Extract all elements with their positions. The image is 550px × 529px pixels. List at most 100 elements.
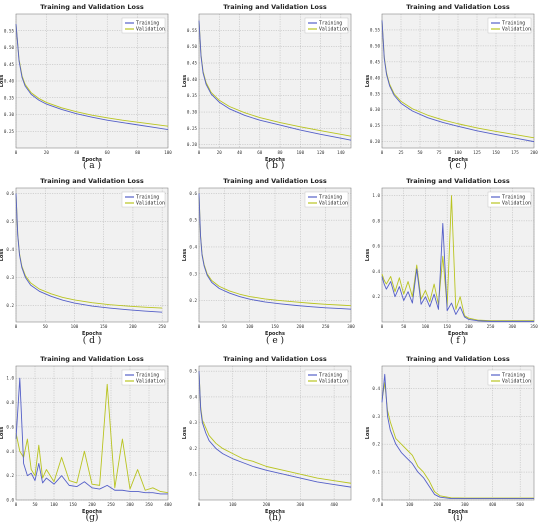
y-tick-label: 0.40 [370, 75, 381, 80]
legend-entry: Training [136, 195, 159, 201]
y-tick-label: 0.2 [189, 446, 197, 451]
y-tick-label: 0.25 [4, 129, 15, 134]
legend-entry: Training [136, 373, 159, 379]
y-tick-label: 0.30 [4, 112, 15, 117]
x-tick-label: 100 [297, 150, 305, 155]
x-tick-label: 175 [511, 150, 519, 155]
x-tick-label: 0 [198, 324, 201, 329]
x-tick-label: 0 [15, 324, 18, 329]
legend-entry: Training [319, 373, 342, 379]
x-tick-label: 50 [417, 150, 423, 155]
y-axis-label: Loss [0, 75, 5, 88]
y-tick-label: 0.5 [6, 219, 14, 224]
x-tick-label: 50 [32, 502, 38, 507]
legend-entry: Validation [136, 379, 165, 385]
chart-title: Training and Validation Loss [40, 3, 144, 11]
x-axis-label: Epochs [448, 509, 468, 515]
x-tick-label: 500 [516, 502, 524, 507]
y-tick-label: 0.4 [6, 247, 14, 252]
series-line-validation [381, 382, 534, 499]
y-tick-label: 0.5 [189, 369, 197, 374]
x-tick-label: 200 [129, 324, 137, 329]
panel-caption: (g) [86, 512, 99, 523]
y-tick-label: 0.40 [187, 77, 198, 82]
x-tick-label: 200 [263, 502, 271, 507]
y-tick-label: 0.6 [189, 191, 197, 196]
series-line-training [15, 193, 163, 313]
y-tick-label: 0.3 [189, 420, 197, 425]
x-tick-label: 150 [443, 324, 451, 329]
chart-panel-c: Training and Validation Loss 0 25 50 75 100 12… [365, 3, 538, 171]
y-tick-label: 0.0 [372, 498, 380, 503]
legend-entry: Validation [319, 201, 348, 207]
series-line-training [381, 222, 534, 322]
chart-title: Training and Validation Loss [223, 177, 327, 185]
y-tick-label: 0.6 [6, 191, 14, 196]
y-tick-label: 1.0 [372, 193, 380, 198]
chart-panel-e: Training and Validation Loss 0 50 100 150 200… [182, 177, 355, 346]
x-tick-label: 100 [50, 502, 58, 507]
legend-entry: Validation [319, 379, 348, 385]
x-axis-label: Epochs [448, 331, 468, 337]
plot-area [198, 13, 352, 149]
y-tick-label: 0.4 [372, 386, 380, 391]
x-tick-label: 250 [487, 324, 495, 329]
y-tick-label: 0.50 [370, 43, 381, 48]
y-tick-label: 0.4 [6, 449, 14, 454]
series-line-training [198, 20, 352, 141]
x-tick-label: 150 [69, 502, 77, 507]
y-tick-label: 0.6 [6, 424, 14, 429]
y-tick-label: 0.1 [189, 472, 197, 477]
series-line-validation [381, 195, 534, 322]
series-line-training [15, 377, 168, 495]
x-tick-label: 150 [100, 324, 108, 329]
x-tick-label: 350 [530, 324, 538, 329]
y-tick-label: 0.3 [189, 271, 197, 276]
y-tick-label: 0.8 [6, 400, 14, 405]
x-tick-label: 150 [271, 324, 279, 329]
y-tick-label: 0.4 [189, 244, 197, 249]
x-tick-label: 350 [145, 502, 153, 507]
chart-panel-a: Training and Validation Loss 0 20 40 60 80 100… [0, 3, 172, 171]
x-tick-label: 0 [198, 502, 201, 507]
panel-caption: ( d ) [83, 335, 102, 346]
panel-caption: (i) [453, 512, 463, 523]
legend-entry: Training [502, 21, 525, 27]
x-tick-label: 300 [347, 324, 355, 329]
x-tick-label: 300 [297, 502, 305, 507]
y-tick-label: 0.8 [372, 218, 380, 223]
chart-panel-h: Training and Validation Loss 0 100 200 300 40… [182, 355, 352, 523]
y-axis-label: Loss [182, 75, 188, 88]
series-line-training [15, 24, 169, 131]
x-tick-label: 100 [71, 324, 79, 329]
chart-panel-g: Training and Validation Loss 0 50 100 150 200… [0, 355, 172, 523]
x-axis-label: Epochs [265, 509, 285, 515]
y-tick-label: 0.5 [189, 218, 197, 223]
x-tick-label: 125 [473, 150, 481, 155]
y-tick-label: 0.55 [187, 28, 198, 33]
series-line-training [381, 20, 535, 143]
y-axis-label: Loss [0, 427, 5, 440]
y-tick-label: 0.55 [4, 28, 15, 33]
chart-title: Training and Validation Loss [406, 177, 510, 185]
legend-entry: Training [136, 21, 159, 27]
legend-entry: Validation [502, 379, 531, 385]
x-tick-label: 250 [158, 324, 166, 329]
series-line-validation [15, 24, 169, 127]
x-tick-label: 100 [406, 502, 414, 507]
series-line-training [381, 373, 534, 500]
chart-panel-d: Training and Validation Loss 0 50 100 150 200… [0, 177, 169, 346]
panel-caption: ( f ) [450, 335, 466, 346]
legend-entry: Validation [319, 27, 348, 33]
y-tick-label: 0.2 [372, 294, 380, 299]
y-axis-label: Loss [182, 249, 188, 262]
y-tick-label: 0.30 [187, 110, 198, 115]
x-tick-label: 25 [398, 150, 404, 155]
x-tick-label: 250 [107, 502, 115, 507]
chart-panel-i: Training and Validation Loss 0 100 200 300 40… [365, 355, 535, 523]
x-tick-label: 120 [317, 150, 325, 155]
y-tick-label: 0.0 [6, 498, 14, 503]
chart-panel-b: Training and Validation Loss 0 20 40 60 80 100… [182, 3, 352, 171]
x-tick-label: 150 [492, 150, 500, 155]
x-tick-label: 0 [15, 502, 18, 507]
